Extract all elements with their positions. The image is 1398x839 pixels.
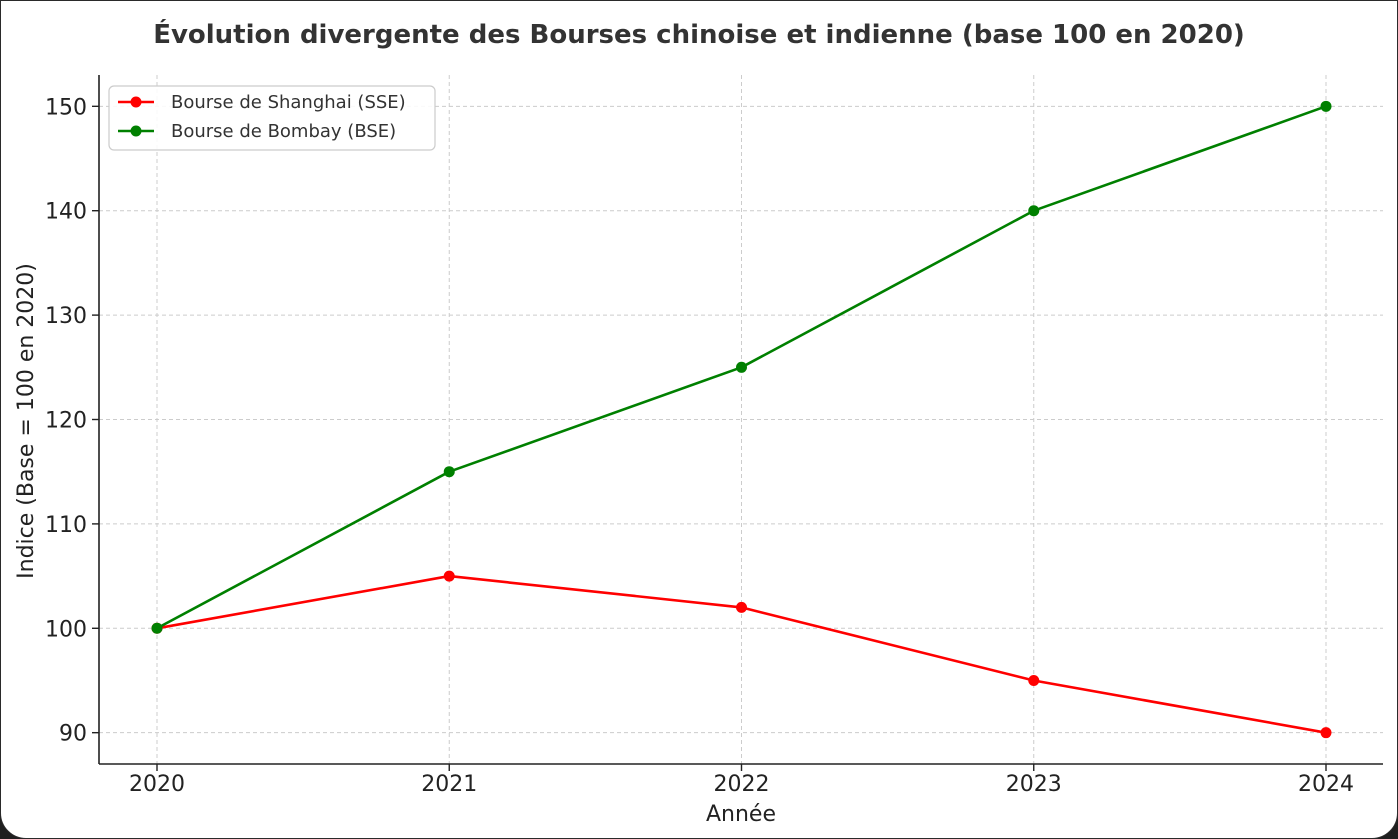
y-tick-label: 110 (45, 513, 87, 538)
grid-lines (99, 75, 1383, 764)
legend-marker-bse (130, 125, 142, 137)
series-1 (151, 100, 1332, 634)
data-point (1028, 674, 1040, 686)
x-tick-label: 2024 (1298, 772, 1354, 797)
legend-label-bse: Bourse de Bombay (BSE) (171, 121, 396, 142)
y-axis-ticks: 90 100 110 120 130 140 150 (45, 95, 99, 747)
y-tick-label: 120 (45, 409, 87, 434)
data-point (443, 570, 455, 582)
data-point (736, 601, 747, 613)
legend: Bourse de Shanghai (SSE) Bourse de Bomba… (108, 85, 436, 151)
x-axis-ticks: 2020 2021 2022 2023 2024 (129, 764, 1354, 797)
chart-title: Évolution divergente des Bourses chinois… (153, 18, 1245, 50)
y-tick-label: 140 (45, 200, 87, 225)
y-tick-label: 100 (45, 617, 87, 642)
data-point (1320, 100, 1332, 112)
legend-marker-sse (130, 96, 142, 108)
x-tick-label: 2022 (714, 772, 770, 797)
data-point (736, 361, 747, 373)
legend-box (108, 85, 436, 151)
x-tick-label: 2020 (129, 772, 185, 797)
y-tick-label: 150 (45, 95, 87, 120)
data-point (151, 622, 163, 634)
series-line (156, 574, 1327, 734)
y-axis-label: Indice (Base = 100 en 2020) (14, 263, 39, 579)
x-axis-label: Année (706, 802, 776, 827)
x-tick-label: 2021 (421, 772, 477, 797)
data-point (443, 466, 455, 478)
x-tick-label: 2023 (1006, 772, 1062, 797)
legend-label-sse: Bourse de Shanghai (SSE) (171, 92, 406, 113)
y-tick-label: 130 (45, 304, 87, 329)
data-point (1320, 727, 1332, 739)
y-tick-label: 90 (59, 722, 87, 747)
data-point (1028, 205, 1040, 217)
series-group (151, 100, 1332, 739)
